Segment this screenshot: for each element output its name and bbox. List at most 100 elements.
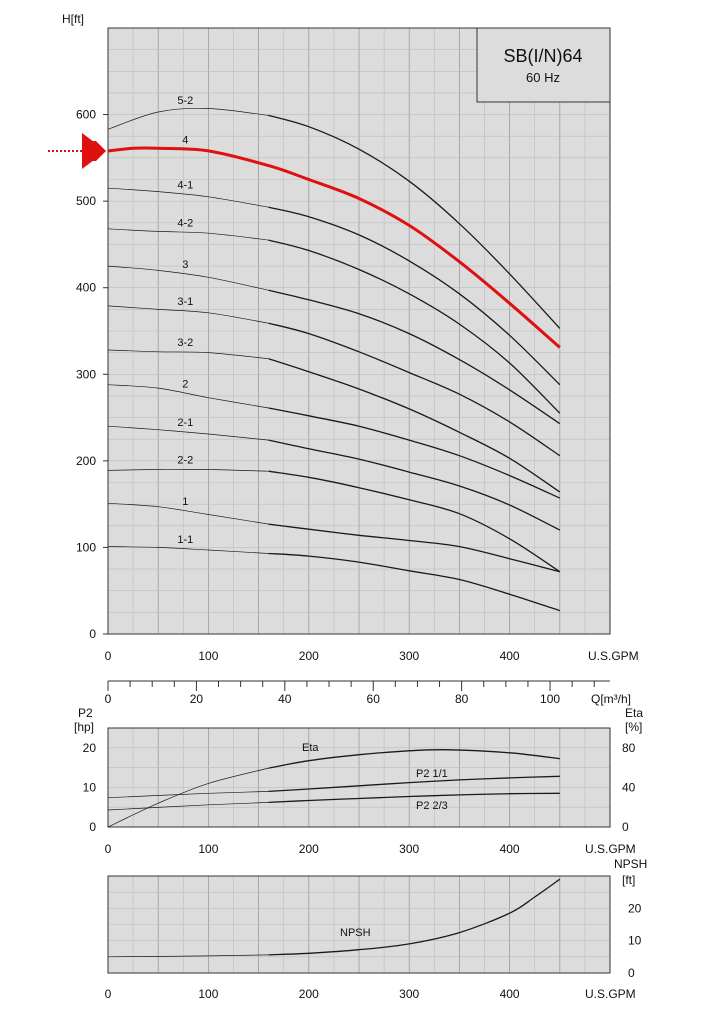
head-curve-5-2 [268, 114, 561, 329]
head-curve-4-1-low-flow [107, 187, 269, 208]
power-curves [107, 749, 560, 828]
head-x-axis-label: U.S.GPM [588, 649, 639, 663]
power-x-tick-labels: 0 100 200 300 400 [105, 842, 520, 856]
head-curve-3-1 [268, 322, 561, 457]
m3h-tick-label: 100 [540, 692, 560, 706]
head-x-tick-labels: 0 100 200 300 400 [105, 649, 520, 663]
head-y-tick-label: 0 [89, 627, 96, 641]
power-x-axis-label: U.S.GPM [585, 842, 636, 856]
head-curve-label-1: 1 [182, 496, 188, 508]
power-x-tick-label: 100 [198, 842, 218, 856]
head-curve-label-2-2: 2-2 [177, 455, 193, 467]
head-curve-label-3: 3 [182, 259, 188, 271]
npsh-grid [108, 876, 610, 973]
head-curve-label-4-1: 4-1 [177, 179, 193, 191]
power-grid [108, 728, 610, 827]
head-curve-5-2-low-flow [107, 107, 269, 130]
head-curve-4-1 [268, 206, 561, 386]
npsh-x-tick-label: 100 [198, 987, 218, 1001]
npsh-x-tick-labels: 0 100 200 300 400 [105, 987, 520, 1001]
head-y-tick-label: 600 [76, 108, 96, 122]
chart-subtitle: 60 Hz [526, 70, 560, 85]
head-curve-2-2 [268, 470, 561, 573]
p2-2-3-curve [268, 792, 560, 804]
m3h-tick-label: 60 [367, 692, 381, 706]
power-x-tick-label: 300 [399, 842, 419, 856]
head-y-axis-label: H[ft] [62, 12, 84, 26]
power-y-tick-labels: 0 10 20 [83, 741, 97, 834]
m3h-axis-label: Q[m³/h] [591, 692, 631, 706]
head-curve-1-1-low-flow [107, 546, 269, 554]
head-y-tick-label: 300 [76, 367, 96, 381]
eta-tick-label: 0 [622, 820, 629, 834]
head-curve-3-2-low-flow [107, 349, 269, 360]
head-curve-label-4: 4 [182, 135, 188, 147]
eta-tick-label: 80 [622, 741, 636, 755]
npsh-curve-label: NPSH [340, 927, 371, 939]
title-box [476, 27, 611, 103]
chart-title: SB(I/N)64 [503, 46, 582, 66]
head-curve-label-5-2: 5-2 [177, 95, 193, 107]
p2-1-1-curve-low-flow [107, 791, 269, 799]
npsh-panel: NPSH [ft] 0 10 20 0 100 200 300 400 U.S.GPM NP… [105, 857, 648, 1001]
npsh-curve-low-flow [107, 954, 269, 958]
m3h-tick-label: 80 [455, 692, 469, 706]
head-x-tick-label: 0 [105, 649, 112, 663]
m3h-tick-label: 0 [105, 692, 112, 706]
head-curve-2 [268, 407, 561, 499]
head-curve-2-1 [268, 439, 561, 531]
npsh-tick-label: 10 [628, 934, 642, 948]
head-curve-label-1-1: 1-1 [177, 534, 193, 546]
npsh-x-tick-label: 400 [500, 987, 520, 1001]
head-curve-3-low-flow [107, 265, 269, 291]
head-curve-label-2: 2 [182, 378, 188, 390]
power-y-axis-unit: [hp] [74, 720, 94, 734]
eta-curve [268, 749, 560, 769]
npsh-x-tick-label: 300 [399, 987, 419, 1001]
head-y-tick-labels: 0 100 200 300 400 500 600 [76, 108, 108, 641]
m3h-tick-label: 20 [190, 692, 204, 706]
npsh-tick-label: 20 [628, 901, 642, 915]
npsh-curve [268, 878, 561, 956]
head-curve-2-1-low-flow [107, 425, 269, 441]
eta-curve-low-flow [107, 767, 269, 828]
power-y-axis-label: P2 [78, 706, 93, 720]
power-y-tick-label: 10 [83, 780, 97, 794]
npsh-axis-unit: [ft] [622, 873, 635, 887]
power-panel: P2 [hp] Eta [%] 0 10 20 0 40 80 0 100 200 300 40… [74, 706, 643, 856]
eta-axis-label: Eta [625, 706, 643, 720]
head-curve-label-3-1: 3-1 [177, 296, 193, 308]
head-x-tick-label: 200 [299, 649, 319, 663]
npsh-axis-label: NPSH [614, 857, 647, 871]
head-plot-frame [107, 27, 611, 635]
head-curve-4-2 [268, 239, 561, 414]
head-panel: SB(I/N)64 60 Hz H[ft] 010020030040050060… [48, 12, 639, 706]
head-y-tick-label: 200 [76, 454, 96, 468]
head-y-tick-label: 400 [76, 281, 96, 295]
head-x-tick-label: 400 [500, 649, 520, 663]
p2-2-3-curve-low-flow [107, 802, 269, 811]
p2-partial-curve-label: P2 2/3 [416, 800, 448, 812]
head-curve-4-2-low-flow [107, 228, 269, 241]
power-x-tick-label: 0 [105, 842, 112, 856]
head-curve-1 [268, 523, 560, 573]
p2-1-1-curve [268, 775, 560, 793]
head-curve-3 [268, 289, 561, 425]
head-curve-label-3-2: 3-2 [177, 337, 193, 349]
npsh-x-tick-label: 200 [299, 987, 319, 1001]
npsh-plot-frame [107, 875, 611, 974]
power-y-tick-label: 20 [83, 741, 97, 755]
head-x-tick-label: 100 [198, 649, 218, 663]
m3h-tick-label: 40 [278, 692, 292, 706]
power-y-tick-label: 0 [89, 820, 96, 834]
head-curve-4 [107, 146, 561, 349]
head-curve-1-1 [268, 552, 560, 612]
m3h-tick-marks [107, 681, 595, 691]
head-y-tick-label: 500 [76, 194, 96, 208]
power-x-tick-label: 200 [299, 842, 319, 856]
npsh-curves [107, 878, 561, 958]
eta-tick-label: 40 [622, 780, 636, 794]
head-curve-3-1-low-flow [107, 305, 269, 324]
head-curve-label-4-2: 4-2 [177, 217, 193, 229]
